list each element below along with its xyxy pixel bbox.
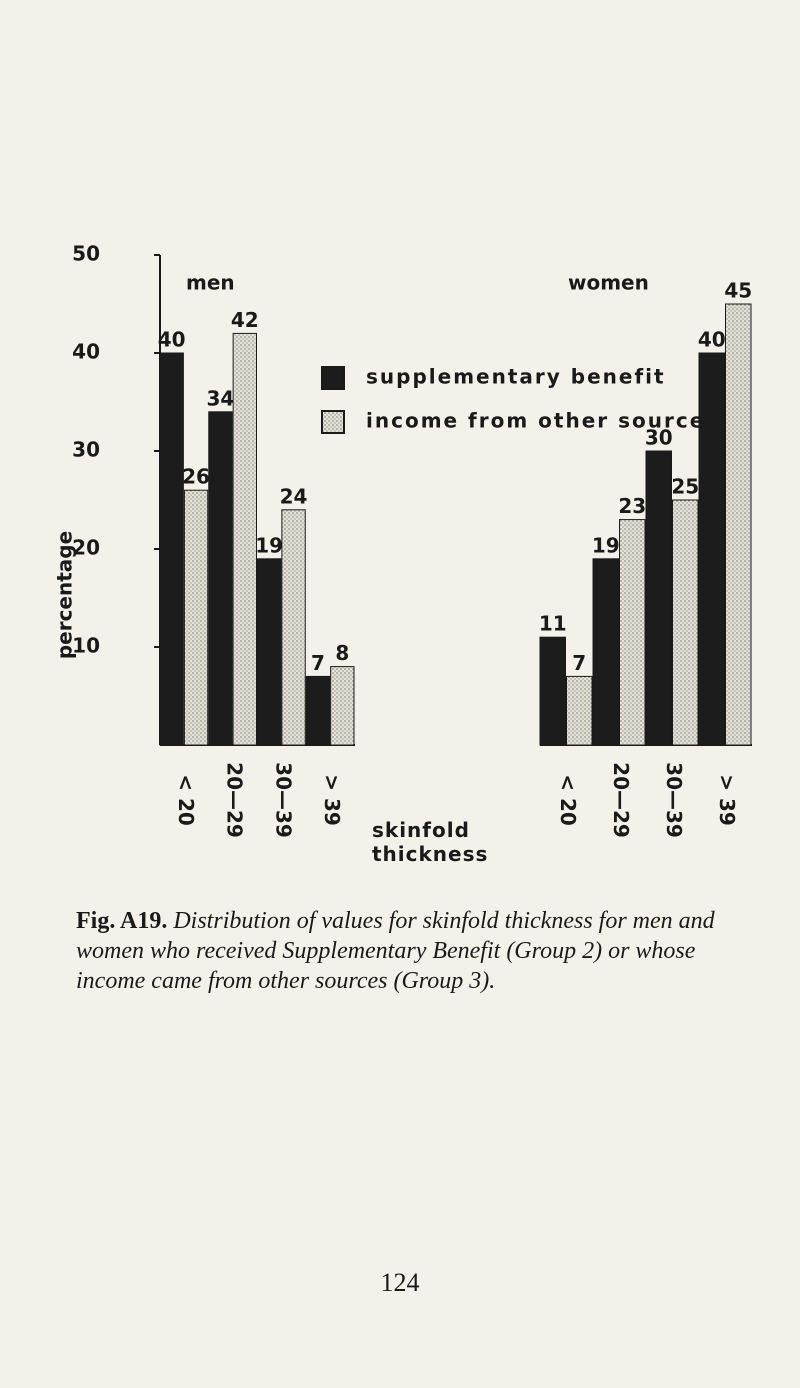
value-label: 40 [698, 328, 726, 352]
legend-label: supplementary benefit [366, 365, 666, 389]
bar [305, 675, 331, 746]
caption-label: Fig. A19. [76, 908, 168, 934]
bar [645, 450, 672, 746]
x-tick-label: < 20 [174, 774, 198, 826]
bar [257, 558, 282, 746]
bar [208, 411, 233, 746]
x-tick-label: 20—29 [223, 762, 247, 838]
y-tick-label: 40 [72, 340, 100, 364]
y-tick-label: 10 [72, 634, 100, 658]
panel-title: men [186, 271, 235, 295]
value-label: 7 [572, 651, 586, 675]
bar [281, 509, 306, 746]
value-label: 24 [280, 484, 308, 508]
legend-swatch [321, 410, 345, 434]
value-label: 11 [539, 612, 567, 636]
value-label: 7 [311, 651, 325, 675]
page-number: 124 [380, 1268, 420, 1297]
bar [672, 499, 699, 746]
y-axis-label: percentage [53, 531, 77, 659]
legend-label: income from other sources [366, 409, 719, 433]
caption: Fig. A19. Distribution of values for ski… [76, 906, 766, 996]
panel-title: women [568, 271, 649, 295]
bar [592, 558, 619, 746]
legend-swatch [321, 366, 345, 390]
bar [725, 303, 752, 746]
value-label: 25 [671, 475, 699, 499]
bar [183, 489, 209, 746]
value-label: 34 [207, 386, 235, 410]
value-label: 8 [335, 641, 349, 665]
x-axis-label: skinfold thickness [372, 818, 489, 866]
y-tick-label: 30 [72, 438, 100, 462]
value-label: 45 [724, 279, 752, 303]
bar [539, 636, 566, 746]
x-tick-label: > 39 [320, 774, 344, 826]
value-label: 42 [231, 308, 259, 332]
bar [698, 352, 725, 746]
value-label: 40 [158, 328, 186, 352]
y-tick-label: 50 [72, 242, 100, 266]
x-tick-label: > 39 [715, 774, 739, 826]
bar [619, 519, 646, 746]
value-label: 30 [645, 426, 673, 450]
value-label: 19 [592, 533, 620, 557]
value-label: 19 [255, 533, 283, 557]
bar [232, 332, 257, 746]
x-tick-label: < 20 [556, 774, 580, 826]
value-label: 23 [618, 494, 646, 518]
x-tick-label: 30—39 [662, 762, 686, 838]
caption-text: Distribution of values for skinfold thic… [76, 908, 715, 994]
bar [566, 675, 593, 746]
bar [330, 666, 355, 746]
x-tick-label: 30—39 [271, 762, 295, 838]
y-tick-label: 20 [72, 536, 100, 560]
value-label: 26 [182, 465, 210, 489]
bar [159, 352, 184, 746]
x-tick-label: 20—29 [609, 762, 633, 838]
